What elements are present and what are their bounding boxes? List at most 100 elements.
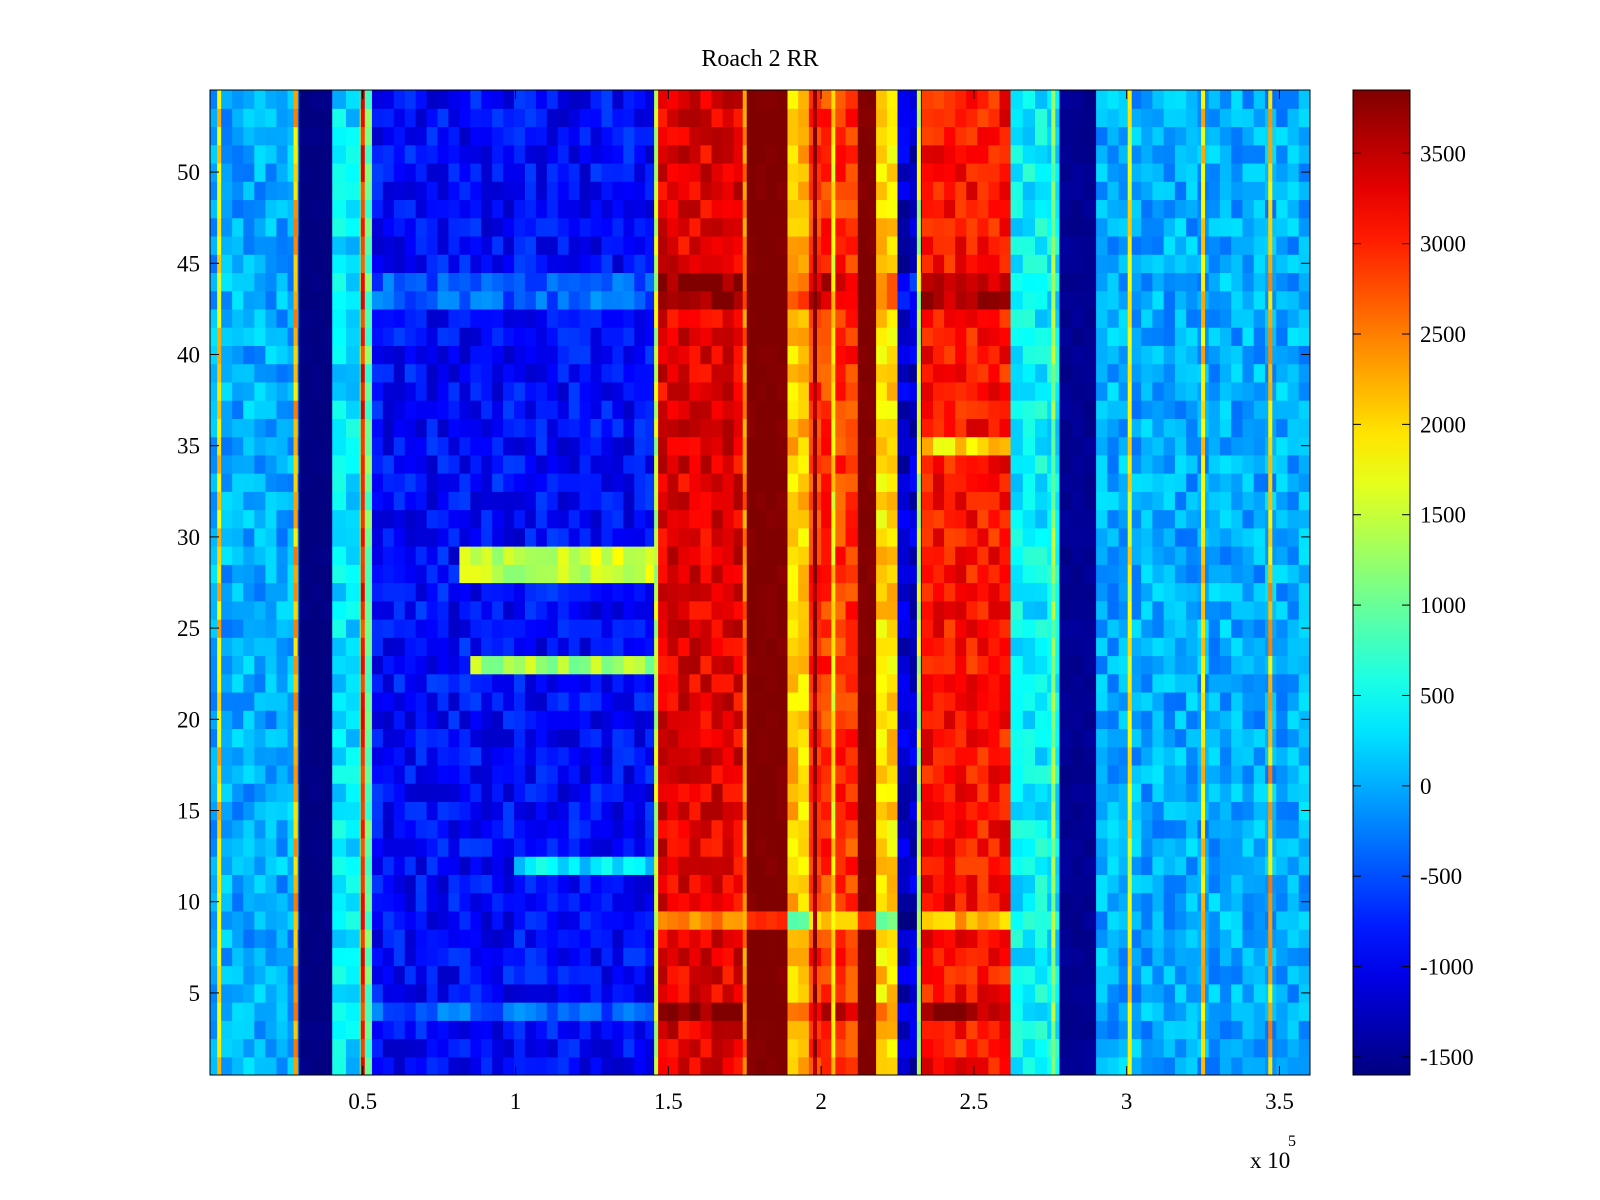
heatmap-cell: [667, 473, 679, 492]
heatmap-cell: [1071, 454, 1085, 474]
heatmap-cell: [345, 108, 361, 128]
heatmap-cell: [722, 108, 735, 128]
heatmap-cell: [210, 783, 222, 802]
heatmap-cell: [265, 90, 278, 109]
heatmap-cell: [524, 582, 537, 602]
heatmap-cell: [766, 454, 778, 474]
heatmap-cell: [568, 254, 581, 274]
heatmap-cell: [988, 418, 1001, 438]
heatmap-cell: [933, 162, 945, 182]
heatmap-cell: [821, 710, 834, 730]
heatmap-cell: [999, 363, 1012, 383]
heatmap-cell: [470, 363, 482, 383]
heatmap-cell: [332, 1056, 347, 1075]
heatmap-cell: [481, 710, 493, 730]
heatmap-cell: [689, 1020, 702, 1040]
heatmap-cell: [546, 144, 559, 164]
heatmap-cell: [966, 126, 978, 146]
heatmap-cell: [590, 144, 603, 164]
heatmap-cell: [1219, 691, 1232, 711]
heatmap-cell: [404, 436, 417, 456]
heatmap-cell: [210, 691, 222, 711]
heatmap-cell: [503, 746, 515, 766]
heatmap-cell: [689, 1038, 702, 1058]
heatmap-cell: [345, 327, 361, 346]
heatmap-cell: [590, 199, 603, 219]
heatmap-cell: [287, 546, 300, 565]
heatmap-cell: [766, 308, 778, 328]
heatmap-cell: [1129, 1002, 1142, 1021]
heatmap-cell: [415, 837, 428, 857]
heatmap-cell: [1242, 527, 1255, 547]
heatmap-cell: [999, 874, 1012, 894]
heatmap-cell: [1022, 710, 1036, 730]
heatmap-cell: [634, 764, 646, 784]
heatmap-cell: [393, 162, 406, 182]
heatmap-cell: [1071, 363, 1085, 383]
heatmap-cell: [332, 856, 347, 875]
heatmap-cell: [1096, 801, 1108, 821]
heatmap-cell: [1186, 381, 1199, 401]
heatmap-cell: [321, 819, 333, 839]
heatmap-cell: [700, 418, 713, 438]
heatmap-cell: [1107, 655, 1120, 675]
heatmap-cell: [371, 746, 384, 766]
heatmap-cell: [1022, 728, 1036, 748]
heatmap-cell: [667, 801, 679, 821]
heatmap-cell: [1141, 618, 1153, 638]
heatmap-cell: [524, 947, 537, 967]
heatmap-cell: [1276, 527, 1289, 547]
heatmap-cell: [1242, 1056, 1255, 1075]
heatmap-cell: [1219, 983, 1232, 1003]
heatmap-cell: [1118, 728, 1131, 748]
heatmap-cell: [1208, 637, 1221, 657]
heatmap-cell: [1253, 856, 1266, 875]
heatmap-cell: [988, 381, 1001, 401]
heatmap-cell: [210, 673, 222, 693]
heatmap-cell: [404, 600, 417, 620]
heatmap-cell: [470, 783, 482, 802]
heatmap-cell: [821, 473, 834, 492]
heatmap-cell: [988, 345, 1001, 365]
heatmap-cell: [1071, 199, 1085, 219]
heatmap-cell: [1059, 801, 1073, 821]
heatmap-cell: [623, 217, 635, 237]
heatmap-cell: [332, 819, 347, 839]
heatmap-cell: [623, 1020, 635, 1040]
heatmap-cell: [623, 783, 635, 802]
heatmap-cell: [298, 491, 311, 511]
heatmap-cell: [999, 1002, 1012, 1021]
heatmap-cell: [755, 327, 767, 346]
heatmap-cell: [546, 874, 559, 894]
heatmap-cell: [448, 965, 460, 985]
heatmap-cell: [876, 874, 888, 894]
heatmap-cell: [755, 308, 767, 328]
heatmap-cell: [845, 892, 859, 912]
heatmap-cell: [966, 582, 978, 602]
heatmap-cell: [415, 965, 428, 985]
heatmap-cell: [744, 144, 757, 164]
heatmap-cell: [265, 418, 278, 438]
heatmap-cell: [798, 600, 810, 620]
heatmap-cell: [744, 199, 757, 219]
heatmap-cell: [1022, 965, 1036, 985]
heatmap-cell: [232, 637, 244, 657]
heatmap-cell: [700, 983, 713, 1003]
heatmap-cell: [645, 728, 657, 748]
heatmap-cell: [503, 418, 515, 438]
heatmap-cell: [437, 290, 450, 310]
heatmap-cell: [590, 801, 603, 821]
heatmap-cell: [492, 473, 504, 492]
heatmap-cell: [933, 710, 945, 730]
heatmap-cell: [557, 892, 570, 912]
heatmap-cell: [393, 381, 406, 401]
heatmap-cell: [733, 418, 746, 438]
heatmap-cell: [1298, 1002, 1310, 1021]
heatmap-cell: [557, 272, 570, 292]
heatmap-cell: [821, 929, 834, 948]
heatmap-cell: [966, 363, 978, 383]
heatmap-cell: [1174, 618, 1187, 638]
heatmap-cell: [221, 673, 233, 693]
heatmap-cell: [645, 801, 657, 821]
heatmap-cell: [448, 108, 460, 128]
